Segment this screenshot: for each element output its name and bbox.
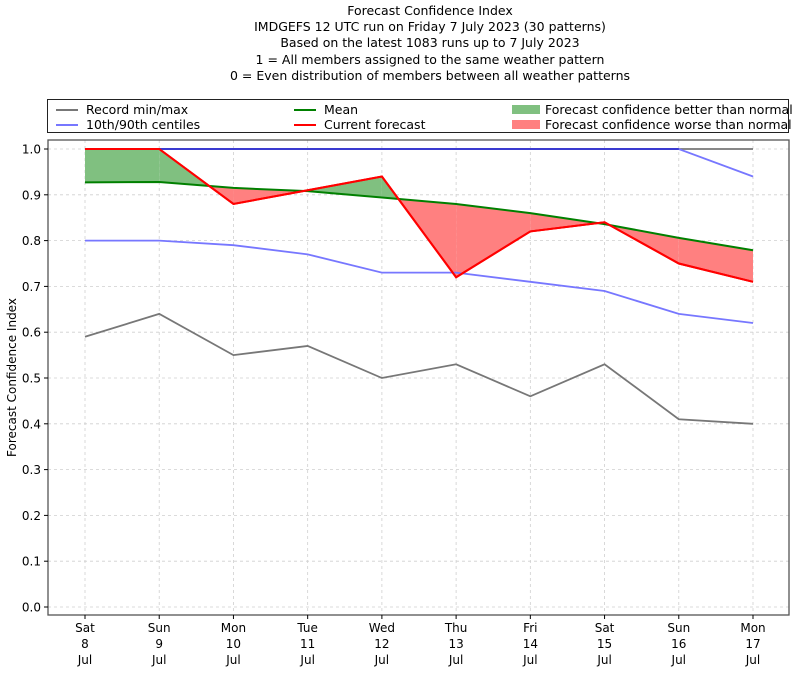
x-tick-label: Mon <box>221 621 246 635</box>
y-tick-label: 1.0 <box>22 143 41 157</box>
x-tick-label: 15 <box>597 637 612 651</box>
y-tick-label: 0.3 <box>22 463 41 477</box>
x-tick-label: Jul <box>225 653 240 667</box>
line-current-forecast-top <box>85 148 754 283</box>
y-tick-label: 0.2 <box>22 509 41 523</box>
x-tick-label: 9 <box>155 637 163 651</box>
legend-item-mean: Mean <box>294 102 358 117</box>
x-tick-label: Sun <box>667 621 690 635</box>
x-axis-ticks: Sat 8 Jul Sun 9 Jul Mon 10 Jul Tue 11 Jul Wed 12 Jul Th… <box>75 615 766 667</box>
x-tick-label: Sun <box>148 621 171 635</box>
legend-label-worse: Forecast confidence worse than normal <box>545 117 792 132</box>
x-tick-label: 10 <box>226 637 241 651</box>
x-tick-label: Thu <box>444 621 468 635</box>
y-axis-label: Forecast Confidence Index <box>5 298 19 457</box>
x-tick-label: 17 <box>745 637 760 651</box>
x-tick-label: 12 <box>374 637 389 651</box>
x-tick-label: 11 <box>300 637 315 651</box>
legend-swatch-mean <box>294 108 316 111</box>
x-tick-label: Sat <box>595 621 615 635</box>
legend-label-current: Current forecast <box>324 117 426 132</box>
legend-swatch-current <box>294 123 316 126</box>
x-tick-label: Jul <box>448 653 463 667</box>
fill-worse-than-normal <box>530 213 598 232</box>
legend-swatch-record <box>56 108 78 111</box>
y-tick-label: 0.4 <box>22 417 41 431</box>
x-tick-label: Sat <box>75 621 95 635</box>
title-line-1: Forecast Confidence Index <box>347 3 513 18</box>
title-line-3: Based on the latest 1083 runs up to 7 Ju… <box>280 35 580 51</box>
line-10th-centile <box>85 239 754 324</box>
y-tick-label: 0.1 <box>22 555 41 569</box>
legend-swatch-centiles <box>56 123 78 126</box>
fill-worse-than-normal <box>456 203 531 278</box>
x-tick-label: 14 <box>523 637 538 651</box>
legend-item-current: Current forecast <box>294 117 425 132</box>
legend-item-record: Record min/max <box>56 102 188 117</box>
y-axis-ticks: 0.0 0.1 0.2 0.3 0.4 0.5 0.6 0.7 0.8 0.9 1.0 <box>22 143 48 615</box>
x-tick-label: Jul <box>671 653 686 667</box>
legend-label-centiles: 10th/90th centiles <box>86 117 201 132</box>
x-tick-label: Jul <box>522 653 537 667</box>
y-tick-label: 0.6 <box>22 326 41 340</box>
legend-item-worse: Forecast confidence worse than normal <box>512 117 792 132</box>
y-tick-label: 0.9 <box>22 188 41 202</box>
legend: Record min/max 10th/90th centiles Mean C… <box>47 99 793 133</box>
title-line-2: IMDGEFS 12 UTC run on Friday 7 July 2023… <box>254 19 606 35</box>
x-tick-label: Mon <box>740 621 765 635</box>
fill-worse-than-normal <box>678 237 753 282</box>
chart-title: Forecast Confidence Index IMDGEFS 12 UTC… <box>0 3 800 84</box>
x-tick-label: Jul <box>745 653 760 667</box>
title-line-5: 0 = Even distribution of members between… <box>229 67 631 83</box>
legend-label-mean: Mean <box>324 102 359 117</box>
legend-label-record: Record min/max <box>86 102 189 117</box>
x-tick-label: 16 <box>671 637 686 651</box>
x-tick-label: Fri <box>523 621 537 635</box>
line-mean <box>84 180 754 252</box>
y-tick-label: 0.0 <box>22 601 41 615</box>
title-line-4: 1 = All members assigned to the same wea… <box>255 51 605 67</box>
series-lines <box>84 148 754 425</box>
line-record-min <box>84 312 754 425</box>
legend-swatch-worse <box>512 120 540 129</box>
y-tick-label: 0.5 <box>22 372 41 386</box>
x-tick-label: 8 <box>81 637 89 651</box>
legend-item-centiles: 10th/90th centiles <box>56 117 200 132</box>
x-tick-label: Tue <box>296 621 318 635</box>
y-tick-label: 0.7 <box>22 280 41 294</box>
legend-swatch-better <box>512 105 540 114</box>
x-tick-label: Wed <box>369 621 395 635</box>
x-tick-label: Jul <box>151 653 166 667</box>
x-tick-label: Jul <box>77 653 92 667</box>
x-tick-label: Jul <box>374 653 389 667</box>
fill-better-than-normal <box>85 149 160 183</box>
legend-item-better: Forecast confidence better than normal <box>512 102 793 117</box>
x-tick-label: Jul <box>299 653 314 667</box>
y-tick-label: 0.8 <box>22 234 41 248</box>
x-tick-label: 13 <box>448 637 463 651</box>
x-tick-label: Jul <box>596 653 611 667</box>
legend-label-better: Forecast confidence better than normal <box>545 102 793 117</box>
